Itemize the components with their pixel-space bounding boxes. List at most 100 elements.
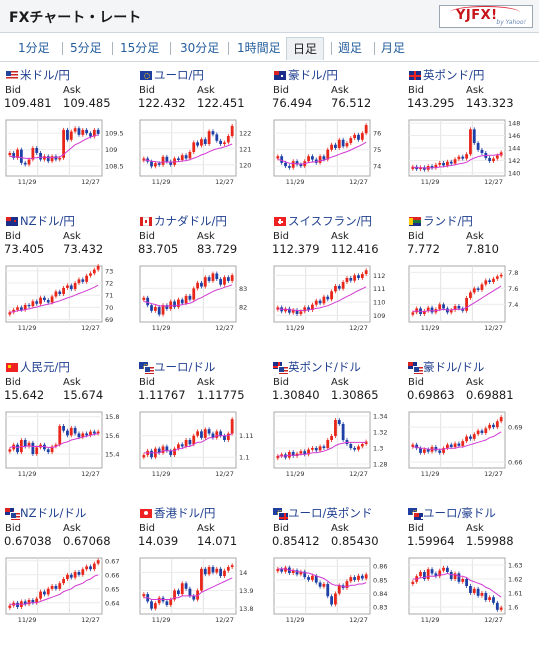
rate-card[interactable]: ランド/円 Bid Ask 7.772 7.810 7.8 7.6 7.4 11/29 12/27	[403, 208, 535, 350]
rate-card[interactable]: 香港ドル/円 Bid Ask 14.039 14.071 14 13.9 13.8 11/29 1…	[134, 500, 266, 642]
pair-name[interactable]: ユーロ/ドル	[154, 360, 216, 374]
pair-title[interactable]: 豪ドル/円	[274, 67, 338, 83]
pair-title[interactable]: ユーロ/円	[140, 67, 204, 83]
candle-up	[453, 443, 457, 447]
candle-up	[66, 574, 69, 579]
pair-name[interactable]: 香港ドル/円	[154, 506, 216, 520]
rate-card[interactable]: 豪ドル/円 Bid Ask 76.494 76.512 76 75 74 11/29 12/27	[268, 62, 400, 204]
candle-down	[66, 129, 69, 140]
pair-title[interactable]: 英ポンド/円	[409, 67, 484, 83]
candlestick-chart[interactable]: 0.67 0.66 0.65 0.64 11/29 12/27	[4, 556, 128, 628]
pair-name[interactable]: 英ポンド/ドル	[288, 360, 361, 374]
pair-name[interactable]: 豪ドル/円	[288, 68, 338, 82]
pair-title[interactable]: ユーロ/豪ドル	[408, 505, 496, 521]
candle-down	[330, 596, 333, 605]
candle-up	[438, 162, 442, 165]
candlestick-chart[interactable]: 83 82 11/29 12/27	[138, 264, 262, 336]
pair-name[interactable]: 豪ドル/ドル	[423, 360, 485, 374]
pair-name[interactable]: 米ドル/円	[20, 68, 70, 82]
rate-card[interactable]: 英ポンド/円 Bid Ask 143.295 143.323 148 146 144 142 14…	[403, 62, 535, 204]
logo-swoosh	[450, 6, 520, 19]
pair-name[interactable]: ランド/円	[423, 214, 473, 228]
candlestick-chart[interactable]: 122 121 120 11/29 12/27	[138, 118, 262, 190]
rate-card[interactable]: ユーロ/円 Bid Ask 122.432 122.451 122 121 120 11/29 1…	[134, 62, 266, 204]
candlestick-chart[interactable]: 0.69 0.66 11/29 12/27	[407, 410, 531, 482]
yjfx-logo[interactable]: YJFX! by Yahoo!	[439, 5, 533, 28]
pair-name[interactable]: NZドル/ドル	[20, 506, 87, 520]
pair-name[interactable]: 英ポンド/円	[423, 68, 485, 82]
tab-0[interactable]: 1分足	[18, 41, 50, 55]
candlestick-chart[interactable]: 109.5 109 108.5 11/29 12/27	[4, 118, 128, 190]
candlestick-chart[interactable]: 112 111 110 109 11/29 12/27	[272, 264, 396, 336]
bid-label: Bid	[273, 523, 289, 534]
rate-card[interactable]: 人民元/円 Bid Ask 15.642 15.674 15.8 15.6 15.4 11/29…	[0, 354, 132, 496]
rate-card[interactable]: 英ポンド/ドル Bid Ask 1.30840 1.30865 1.34 1.32 1.3 1.…	[268, 354, 400, 496]
candlestick-chart[interactable]: 7.8 7.6 7.4 11/29 12/27	[407, 264, 531, 336]
rate-card[interactable]: 米ドル/円 Bid Ask 109.481 109.485 109.5 109 108.5 11…	[0, 62, 132, 204]
candle-down	[426, 449, 430, 452]
rate-card[interactable]: NZドル/ドル Bid Ask 0.67038 0.67068 0.67 0.66 0.65 0…	[0, 500, 132, 642]
y-tick-label: 120	[239, 161, 251, 169]
pair-title[interactable]: 香港ドル/円	[140, 505, 215, 521]
pair-title[interactable]: ランド/円	[409, 213, 473, 229]
tab-2[interactable]: 15分足	[120, 41, 160, 55]
bid-value: 122.432	[138, 96, 186, 110]
rate-card[interactable]: ユーロ/英ポンド Bid Ask 0.85412 0.85430 0.86 0.85 0.84…	[268, 500, 400, 642]
pair-name[interactable]: 人民元/円	[20, 360, 70, 374]
pair-name[interactable]: ユーロ/豪ドル	[423, 506, 496, 520]
candlestick-chart[interactable]: 1.11 1.1 11/29 12/27	[138, 410, 262, 482]
tab-4[interactable]: 1時間足	[237, 41, 281, 55]
candlestick-chart[interactable]: 0.86 0.85 0.84 0.83 11/29 12/27	[272, 556, 396, 628]
pair-title[interactable]: 米ドル/円	[6, 67, 70, 83]
candlestick-chart[interactable]: 148 146 144 142 140 11/29 12/27	[407, 118, 531, 190]
candlestick-chart[interactable]: 14 13.9 13.8 11/29 12/27	[138, 556, 262, 628]
candlestick-chart[interactable]: 1.63 1.62 1.61 1.6 11/29 12/27	[407, 556, 531, 628]
y-tick-label: 146	[508, 132, 520, 140]
candle-up	[330, 436, 333, 440]
tab-6[interactable]: 週足	[338, 41, 363, 55]
pair-name[interactable]: ユーロ/円	[154, 68, 204, 82]
pair-name[interactable]: NZドル/円	[20, 214, 75, 228]
candle-down	[430, 166, 434, 168]
y-tick-label: 69	[105, 316, 113, 324]
pair-title[interactable]: ユーロ/英ポンド	[273, 505, 373, 521]
pair-title[interactable]: 人民元/円	[6, 359, 70, 375]
pair-title[interactable]: ユーロ/ドル	[139, 359, 216, 375]
pair-title[interactable]: NZドル/ドル	[5, 505, 87, 521]
pair-title[interactable]: カナダドル/円	[140, 213, 227, 229]
tab-5[interactable]: 日足	[286, 37, 325, 60]
pair-title[interactable]: 英ポンド/ドル	[273, 359, 361, 375]
candle-up	[207, 131, 211, 144]
rate-card[interactable]: 豪ドル/ドル Bid Ask 0.69863 0.69881 0.69 0.66 11/29 1…	[403, 354, 535, 496]
pair-name[interactable]: カナダドル/円	[154, 214, 227, 228]
pair-name[interactable]: ユーロ/英ポンド	[288, 506, 373, 520]
pair-title[interactable]: NZドル/円	[6, 213, 75, 229]
candlestick-chart[interactable]: 76 75 74 11/29 12/27	[272, 118, 396, 190]
rate-card[interactable]: ユーロ/豪ドル Bid Ask 1.59964 1.59988 1.63 1.62 1.61 1…	[403, 500, 535, 642]
tab-1[interactable]: 5分足	[70, 41, 102, 55]
moving-average-line	[143, 433, 233, 454]
bid-value: 76.494	[272, 96, 313, 110]
tab-7[interactable]: 月足	[381, 41, 406, 55]
rate-card[interactable]: カナダドル/円 Bid Ask 83.705 83.729 83 82 11/29 12/27	[134, 208, 266, 350]
rate-card[interactable]: スイスフラン/円 Bid Ask 112.379 112.416 112 111 110 109…	[268, 208, 400, 350]
pair-name[interactable]: スイスフラン/円	[288, 214, 373, 228]
candlestick-chart[interactable]: 1.34 1.32 1.3 1.28 11/29 12/27	[272, 410, 396, 482]
candle-down	[303, 571, 307, 578]
candle-up	[85, 275, 89, 282]
candle-up	[353, 134, 357, 139]
tab-3[interactable]: 30分足	[180, 41, 220, 55]
candle-up	[207, 567, 211, 575]
candle-down	[337, 286, 341, 289]
x-tick-label: 12/27	[215, 616, 234, 624]
rate-card[interactable]: NZドル/円 Bid Ask 73.405 73.432 73 72 71 70 69 11/29 1…	[0, 208, 132, 350]
candle-down	[27, 304, 31, 307]
pair-title[interactable]: スイスフラン/円	[274, 213, 372, 229]
candle-up	[96, 265, 100, 270]
candlestick-chart[interactable]: 15.8 15.6 15.4 11/29 12/27	[4, 410, 128, 482]
rate-card[interactable]: ユーロ/ドル Bid Ask 1.11767 1.11775 1.11 1.1 11/29 12…	[134, 354, 266, 496]
candlestick-chart[interactable]: 73 72 71 70 69 11/29 12/27	[4, 264, 128, 336]
ask-label: Ask	[331, 85, 349, 96]
pair-title[interactable]: 豪ドル/ドル	[408, 359, 485, 375]
y-tick-label: 0.69	[508, 424, 522, 432]
